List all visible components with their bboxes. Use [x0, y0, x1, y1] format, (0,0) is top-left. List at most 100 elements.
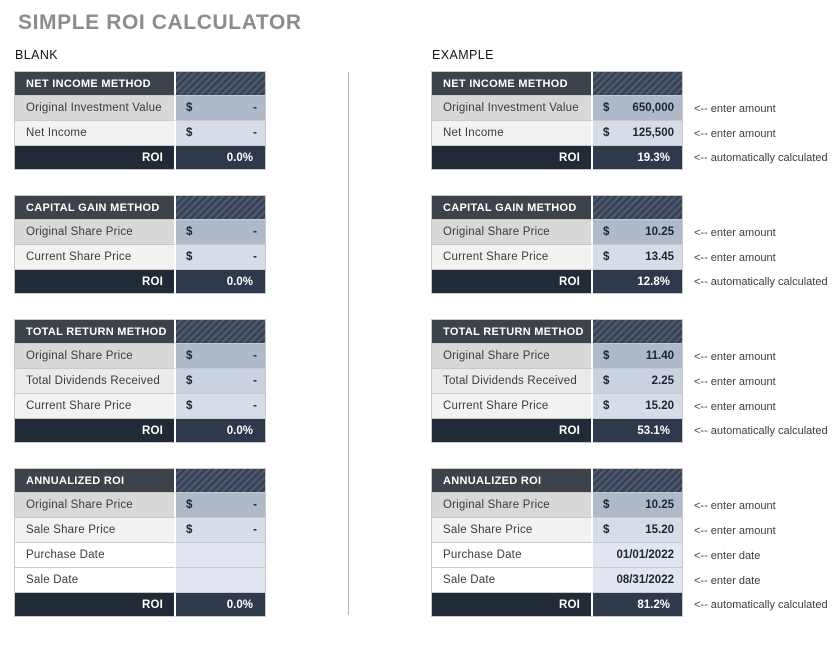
row-note [266, 344, 277, 369]
roi-value-cell: 53.1% [593, 419, 683, 443]
row-label: Original Share Price [14, 220, 176, 245]
roi-label: ROI [431, 270, 593, 294]
table-header-row: NET INCOME METHOD [431, 71, 828, 96]
amount-input-cell[interactable]: $ 13.45 [593, 245, 683, 270]
cell-value: - [253, 524, 257, 536]
roi-value-cell: 12.8% [593, 270, 683, 294]
amount-input-cell[interactable]: $ - [176, 245, 266, 270]
row-label: Original Share Price [431, 220, 593, 245]
roi-note: <-- automatically calculated [694, 276, 828, 288]
amount-input-cell[interactable]: $ 650,000 [593, 96, 683, 121]
currency-prefix: $ [603, 226, 610, 238]
table-row: Current Share Price $ 13.45 <-- enter am… [431, 245, 828, 270]
table-row: Sale Date [14, 568, 277, 593]
roi-note [266, 146, 277, 170]
row-label: Net Income [431, 121, 593, 146]
row-note [266, 493, 277, 518]
amount-input-cell[interactable]: $ - [176, 518, 266, 543]
roi-table-total-return: TOTAL RETURN METHOD Original Share Price… [14, 319, 277, 443]
table-row: Original Share Price $ 10.25 <-- enter a… [431, 220, 828, 245]
currency-prefix: $ [603, 127, 610, 139]
row-label: Original Share Price [431, 493, 593, 518]
table-header-label: CAPITAL GAIN METHOD [14, 195, 176, 220]
table-header-row: ANNUALIZED ROI [14, 468, 277, 493]
cell-value: - [253, 127, 257, 139]
table-row: Current Share Price $ 15.20 <-- enter am… [431, 394, 828, 419]
table-row: Net Income $ 125,500 <-- enter amount [431, 121, 828, 146]
row-label: Sale Date [14, 568, 176, 593]
amount-input-cell[interactable]: $ - [176, 344, 266, 369]
cell-value: - [253, 400, 257, 412]
row-note: <-- enter amount [694, 251, 776, 264]
row-label: Purchase Date [14, 543, 176, 568]
currency-prefix: $ [186, 127, 193, 139]
currency-prefix: $ [186, 375, 193, 387]
date-input-cell[interactable] [176, 543, 266, 568]
roi-value-cell: 0.0% [176, 270, 266, 294]
amount-input-cell[interactable]: $ 11.40 [593, 344, 683, 369]
row-label: Original Investment Value [14, 96, 176, 121]
table-row: Net Income $ - [14, 121, 277, 146]
date-input-cell[interactable] [176, 568, 266, 593]
table-row: Current Share Price $ - [14, 245, 277, 270]
roi-value-cell: 0.0% [176, 146, 266, 170]
row-note: <-- enter date [694, 574, 761, 587]
amount-input-cell[interactable]: $ 15.20 [593, 394, 683, 419]
hatched-header-cell [593, 71, 683, 96]
roi-note: <-- automatically calculated [694, 425, 828, 437]
table-header-row: CAPITAL GAIN METHOD [431, 195, 828, 220]
table-row: Sale Share Price $ 15.20 <-- enter amoun… [431, 518, 828, 543]
table-row: Total Dividends Received $ 2.25 <-- ente… [431, 369, 828, 394]
row-note: <-- enter amount [694, 524, 776, 537]
cell-value: - [253, 102, 257, 114]
cell-value: 10.25 [645, 226, 674, 238]
table-row: Original Share Price $ - [14, 220, 277, 245]
row-label: Current Share Price [14, 394, 176, 419]
amount-input-cell[interactable]: $ - [176, 369, 266, 394]
amount-input-cell[interactable]: $ - [176, 394, 266, 419]
roi-row: ROI 0.0% [14, 146, 277, 170]
roi-note [266, 270, 277, 294]
roi-value-cell: 19.3% [593, 146, 683, 170]
row-label: Original Investment Value [431, 96, 593, 121]
table-header-row: TOTAL RETURN METHOD [14, 319, 277, 344]
currency-prefix: $ [603, 251, 610, 263]
date-input-cell[interactable]: 01/01/2022 [593, 543, 683, 568]
row-label: Net Income [14, 121, 176, 146]
cell-value: 2.25 [651, 375, 674, 387]
amount-input-cell[interactable]: $ 10.25 [593, 220, 683, 245]
amount-input-cell[interactable]: $ - [176, 121, 266, 146]
row-note [266, 568, 277, 593]
hatched-header-cell [176, 71, 266, 96]
table-row: Original Share Price $ - [14, 493, 277, 518]
roi-row: ROI 81.2% <-- automatically calculated [431, 593, 828, 617]
amount-input-cell[interactable]: $ - [176, 96, 266, 121]
currency-prefix: $ [186, 499, 193, 511]
amount-input-cell[interactable]: $ 10.25 [593, 493, 683, 518]
amount-input-cell[interactable]: $ - [176, 220, 266, 245]
roi-table-capital-gain: CAPITAL GAIN METHOD Original Share Price… [431, 195, 828, 294]
example-column: EXAMPLE NET INCOME METHOD Original Inves… [431, 48, 828, 642]
row-label: Current Share Price [14, 245, 176, 270]
date-input-cell[interactable]: 08/31/2022 [593, 568, 683, 593]
currency-prefix: $ [603, 400, 610, 412]
roi-label: ROI [431, 419, 593, 443]
cell-value: 125,500 [632, 127, 674, 139]
roi-label: ROI [14, 419, 176, 443]
amount-input-cell[interactable]: $ - [176, 493, 266, 518]
amount-input-cell[interactable]: $ 2.25 [593, 369, 683, 394]
table-header-label: NET INCOME METHOD [431, 71, 593, 96]
roi-note: <-- automatically calculated [694, 599, 828, 611]
amount-input-cell[interactable]: $ 15.20 [593, 518, 683, 543]
roi-table-annualized: ANNUALIZED ROI Original Share Price $ 10… [431, 468, 828, 617]
table-header-label: NET INCOME METHOD [14, 71, 176, 96]
roi-row: ROI 0.0% [14, 419, 277, 443]
cell-value: - [253, 251, 257, 263]
table-header-row: CAPITAL GAIN METHOD [14, 195, 277, 220]
cell-value: 15.20 [645, 524, 674, 536]
row-label: Current Share Price [431, 245, 593, 270]
amount-input-cell[interactable]: $ 125,500 [593, 121, 683, 146]
roi-label: ROI [431, 593, 593, 617]
roi-table-net-income: NET INCOME METHOD Original Investment Va… [431, 71, 828, 170]
row-note: <-- enter amount [694, 127, 776, 140]
